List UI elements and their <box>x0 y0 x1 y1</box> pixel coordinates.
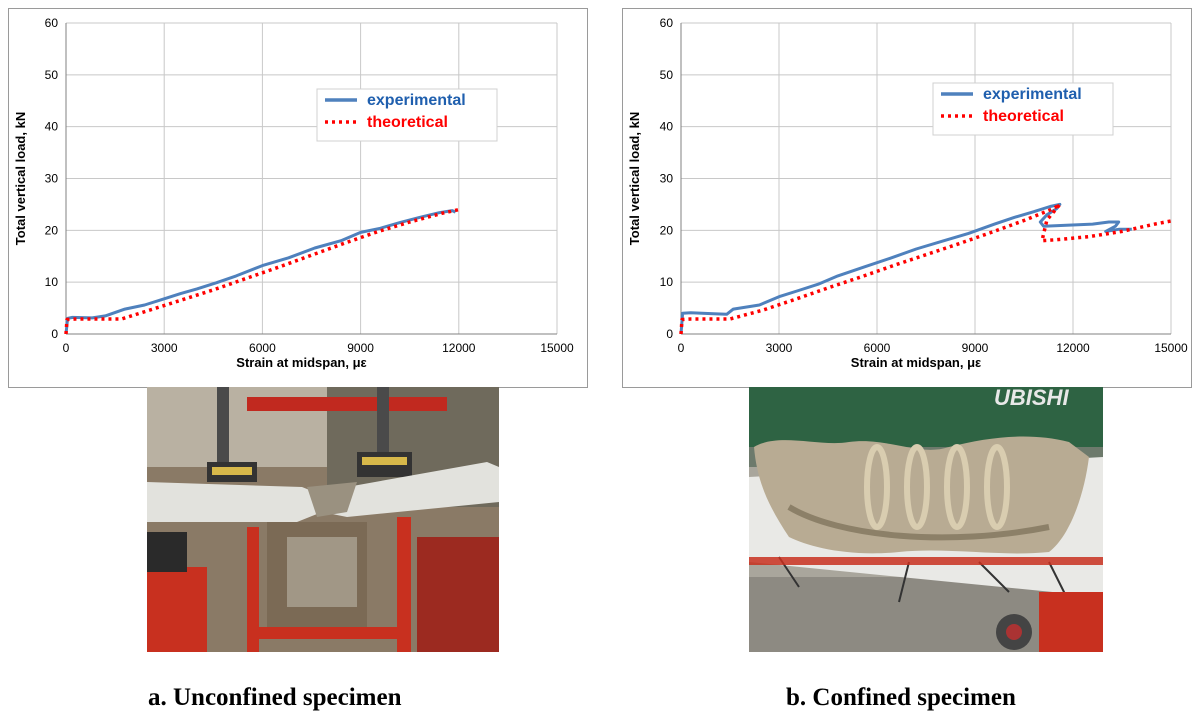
y-tick-label: 20 <box>45 223 59 237</box>
x-tick-label: 3000 <box>151 341 178 355</box>
x-tick-label: 0 <box>678 341 685 355</box>
y-tick-label: 10 <box>660 275 674 289</box>
x-tick-label: 6000 <box>249 341 276 355</box>
y-tick-label: 60 <box>660 16 674 30</box>
y-axis-label: Total vertical load, kN <box>13 112 28 245</box>
y-tick-label: 30 <box>45 172 59 186</box>
caption-unconfined: a. Unconfined specimen <box>148 684 402 711</box>
y-tick-label: 30 <box>660 172 674 186</box>
x-tick-label: 3000 <box>766 341 793 355</box>
y-tick-label: 50 <box>45 68 59 82</box>
legend-box <box>316 88 498 142</box>
x-axis-label: Strain at midspan, με <box>851 355 981 370</box>
chart-panel-left: 0 3000 6000 9000 12000 15000 0 10 20 30 40 50 60 Stra… <box>8 8 588 388</box>
y-tick-label: 60 <box>45 16 59 30</box>
legend-label-experimental: experimental <box>367 92 466 109</box>
legend-label-theoretical: theoretical <box>367 114 448 131</box>
x-tick-label: 15000 <box>1154 341 1188 355</box>
y-tick-label: 40 <box>660 120 674 134</box>
chart-panel-right: 0 3000 6000 9000 12000 15000 0 10 20 30 40 50 60 Stra… <box>622 8 1192 388</box>
x-tick-label: 9000 <box>962 341 989 355</box>
y-tick-label: 0 <box>51 327 58 341</box>
y-tick-label: 50 <box>660 68 674 82</box>
caption-confined: b. Confined specimen <box>786 684 1016 711</box>
legend-label-experimental: experimental <box>983 86 1082 103</box>
x-tick-label: 12000 <box>1056 341 1090 355</box>
series-line-experimental <box>679 202 1132 335</box>
legend-box <box>932 82 1114 136</box>
photo-sign-text: UBISHI <box>994 387 1069 410</box>
photo-unconfined-specimen <box>147 387 499 652</box>
series-line-experimental <box>64 209 457 335</box>
chart-left: 0 3000 6000 9000 12000 15000 0 10 20 30 40 50 60 Stra… <box>13 16 574 370</box>
x-tick-label: 0 <box>63 341 70 355</box>
x-tick-label: 9000 <box>347 341 374 355</box>
y-tick-label: 0 <box>666 327 673 341</box>
x-tick-label: 12000 <box>442 341 476 355</box>
x-axis-label: Strain at midspan, με <box>236 355 366 370</box>
x-tick-label: 6000 <box>864 341 891 355</box>
y-axis-label: Total vertical load, kN <box>627 112 642 245</box>
y-tick-label: 40 <box>45 120 59 134</box>
chart-right: 0 3000 6000 9000 12000 15000 0 10 20 30 40 50 60 Stra… <box>627 16 1188 370</box>
y-tick-label: 10 <box>45 275 59 289</box>
y-tick-label: 20 <box>660 223 674 237</box>
series-line-theoretical <box>679 202 1172 335</box>
legend: experimental theoretical <box>932 82 1114 136</box>
x-tick-label: 15000 <box>540 341 574 355</box>
legend: experimental theoretical <box>316 88 498 142</box>
legend-label-theoretical: theoretical <box>983 108 1064 125</box>
photo-confined-specimen: UBISHI <box>749 387 1103 652</box>
